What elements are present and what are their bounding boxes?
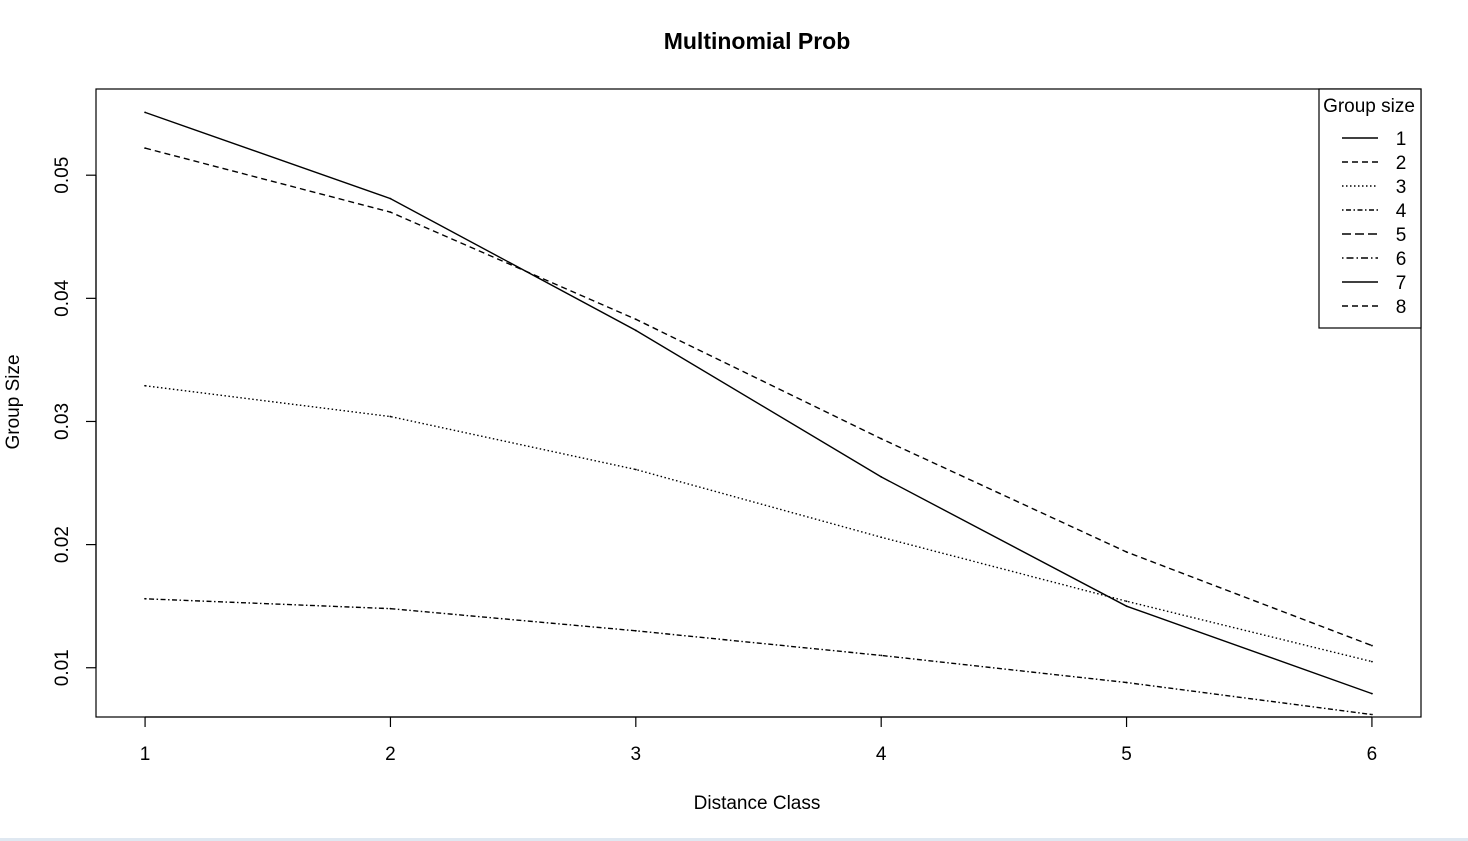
x-axis-label: Distance Class [694,793,821,814]
data-point-1-5 [1125,605,1128,608]
data-point-4-2 [389,607,392,610]
data-point-2-5 [1125,551,1128,553]
legend-label-8: 8 [1396,297,1407,318]
data-point-2-1 [144,147,146,150]
data-point-1-3 [634,329,637,332]
data-point-1-1 [144,111,146,114]
series-line-2 [144,147,1373,647]
y-tick-label: 0.01 [52,649,73,686]
x-tick-label: 3 [631,744,642,765]
x-tick-label: 6 [1367,744,1378,765]
data-point-2-6 [1371,644,1373,647]
series-line-4 [145,598,1373,716]
data-point-1-2 [389,197,392,200]
y-axis-label: Group Size [3,354,24,449]
data-point-4-6 [1371,713,1373,716]
data-point-3-4 [880,536,883,539]
legend-label-6: 6 [1396,249,1407,270]
data-point-3-5 [1125,600,1128,603]
series-line-3 [144,385,1373,663]
x-axis: 1 2 3 4 5 6 [140,716,1378,765]
series-layer [144,111,1373,716]
data-point-1-6 [1371,692,1373,695]
legend-title: Group size [1323,96,1415,117]
data-point-4-3 [634,629,637,632]
series-line-1 [144,111,1373,695]
legend-label-4: 4 [1396,201,1407,222]
x-tick-label: 1 [140,744,151,765]
data-point-3-3 [634,468,637,471]
legend-label-1: 1 [1396,129,1407,150]
data-point-1-4 [880,475,883,478]
data-point-4-4 [880,654,883,657]
x-tick-label: 2 [385,744,396,765]
y-tick-label: 0.05 [52,157,73,194]
window-bottom-border [0,838,1468,841]
chart-title: Multinomial Prob [664,28,851,54]
data-point-3-2 [389,415,392,418]
data-point-3-1 [144,384,146,387]
x-tick-label: 4 [876,744,887,765]
y-tick-label: 0.04 [52,279,73,316]
legend-label-3: 3 [1396,177,1407,198]
legend-box [1318,88,1422,329]
legend-label-5: 5 [1396,225,1407,246]
legend-label-2: 2 [1396,153,1407,174]
data-point-2-3 [634,318,637,321]
legend-label-7: 7 [1396,273,1407,294]
y-tick-label: 0.03 [52,403,73,440]
y-axis: 0.01 0.02 0.03 0.04 0.05 [52,157,97,686]
y-tick-label: 0.02 [52,526,73,563]
data-point-4-5 [1125,681,1128,684]
data-point-3-6 [1371,660,1373,663]
data-point-2-4 [880,437,883,440]
data-point-2-2 [389,211,392,214]
data-point-4-1 [144,597,146,600]
legend: Group size 1 2 3 4 5 6 7 8 [1318,88,1422,329]
x-tick-label: 5 [1121,744,1132,765]
